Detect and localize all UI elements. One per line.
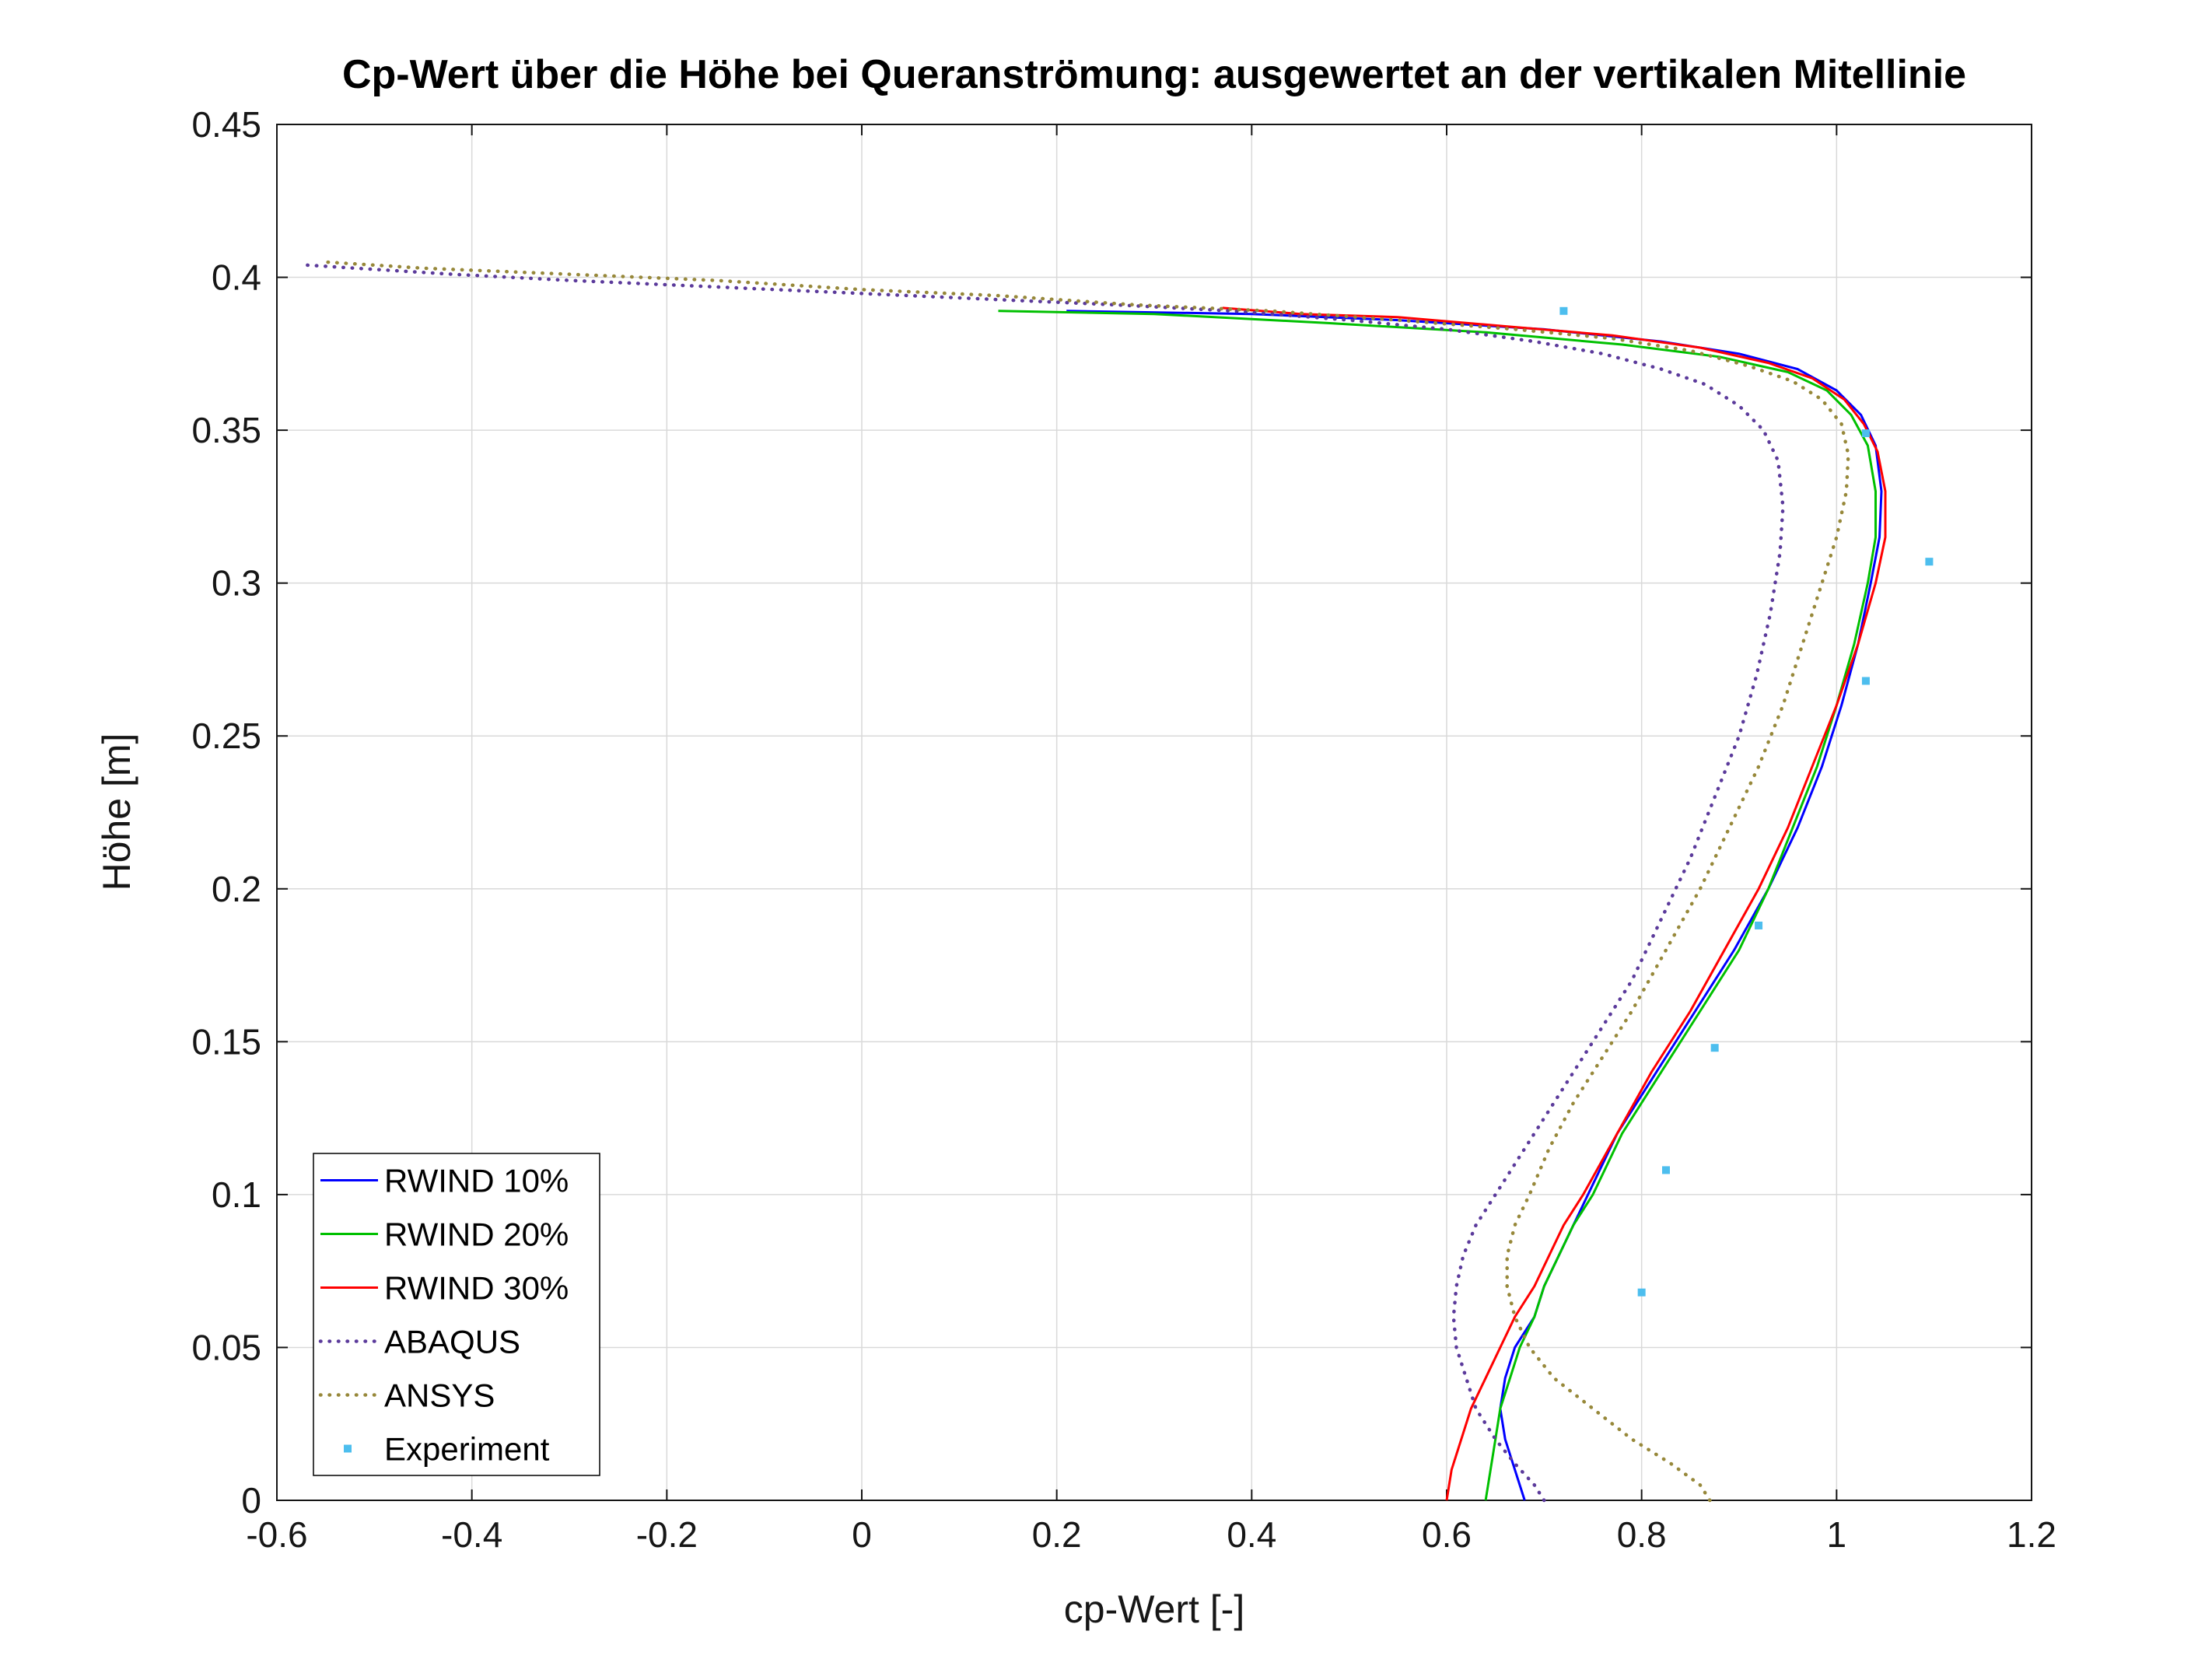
y-tick-label: 0.45 <box>191 104 261 145</box>
experiment-marker <box>1637 1288 1646 1297</box>
chart-title: Cp-Wert über die Höhe bei Queranströmung… <box>341 52 1967 97</box>
legend-label: RWIND 30% <box>384 1270 569 1307</box>
experiment-marker <box>1861 429 1870 438</box>
legend-label: Experiment <box>384 1431 550 1468</box>
x-tick-label: -0.2 <box>636 1514 698 1555</box>
y-tick-labels: 0 0.05 0.1 0.15 0.2 0.25 0.3 0.35 0.4 0.45 <box>191 104 261 1521</box>
legend-item-ansys: ANSYS <box>318 1377 495 1414</box>
legend-label: ANSYS <box>384 1377 495 1414</box>
x-tick-label: 1.2 <box>2007 1514 2056 1555</box>
series-rwind-30 <box>1222 306 1887 1501</box>
series-ansys <box>324 260 1850 1503</box>
legend-label: ABAQUS <box>384 1324 520 1360</box>
legend-item-experiment: Experiment <box>344 1431 550 1468</box>
x-tick-label: 0.2 <box>1032 1514 1082 1555</box>
tick-marks <box>276 124 2032 1501</box>
legend-item-rwind-20: RWIND 20% <box>320 1216 569 1253</box>
y-tick-label: 0.1 <box>212 1174 261 1215</box>
legend-item-rwind-30: RWIND 30% <box>320 1270 569 1307</box>
y-tick-label: 0.05 <box>191 1327 261 1367</box>
experiment-marker <box>1861 677 1870 685</box>
y-tick-label: 0 <box>241 1480 261 1521</box>
y-tick-label: 0.15 <box>191 1021 261 1062</box>
y-axis-label: Höhe [m] <box>95 733 138 891</box>
y-tick-label: 0.2 <box>212 869 261 909</box>
x-axis-label: cp-Wert [-] <box>1063 1587 1245 1631</box>
x-tick-label: 0.4 <box>1227 1514 1276 1555</box>
legend-marker-swatch <box>344 1444 352 1453</box>
series-rwind-10 <box>1066 310 1883 1501</box>
series-experiment <box>1559 306 1934 1297</box>
legend-label: RWIND 10% <box>384 1163 569 1199</box>
experiment-marker <box>1755 921 1763 929</box>
x-tick-label: 0.8 <box>1617 1514 1667 1555</box>
x-tick-label: 0.6 <box>1422 1514 1472 1555</box>
y-tick-label: 0.4 <box>212 257 261 298</box>
legend: RWIND 10% RWIND 20% RWIND 30% ABAQUS ANSYS Ex… <box>313 1153 600 1476</box>
y-tick-label: 0.35 <box>191 410 261 450</box>
x-tick-labels: -0.6 -0.4 -0.2 0 0.2 0.4 0.6 0.8 1 1.2 <box>246 1514 2056 1555</box>
axes-box <box>276 124 2032 1501</box>
legend-label: RWIND 20% <box>384 1216 569 1253</box>
y-tick-label: 0.25 <box>191 716 261 756</box>
y-tick-label: 0.3 <box>212 563 261 604</box>
x-tick-label: 1 <box>1827 1514 1847 1555</box>
legend-box <box>313 1153 600 1476</box>
experiment-marker <box>1662 1166 1670 1174</box>
x-tick-label: -0.6 <box>246 1514 307 1555</box>
x-tick-label: -0.4 <box>441 1514 502 1555</box>
experiment-marker <box>1925 558 1934 566</box>
experiment-marker <box>1559 306 1568 315</box>
x-tick-label: 0 <box>852 1514 872 1555</box>
legend-item-abaqus: ABAQUS <box>318 1324 520 1360</box>
experiment-marker <box>1710 1044 1719 1052</box>
legend-item-rwind-10: RWIND 10% <box>320 1163 569 1199</box>
